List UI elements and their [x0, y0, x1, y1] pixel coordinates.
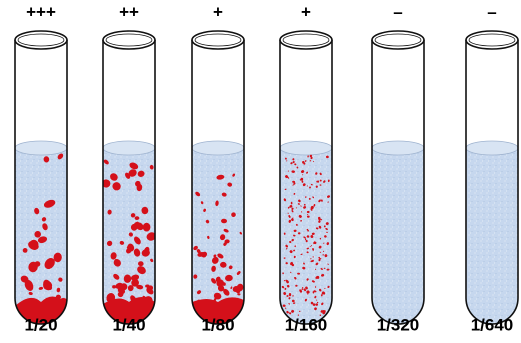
particle	[324, 225, 326, 227]
reaction-label: +++	[26, 2, 56, 21]
dilution-label: 1/160	[285, 315, 328, 334]
test-tube: +1/160	[280, 2, 332, 334]
test-tube: +++ 1/20	[15, 2, 71, 334]
reaction-label: ++	[119, 2, 139, 21]
dilution-label: 1/640	[471, 315, 514, 334]
liquid-surface	[280, 141, 332, 155]
particle	[143, 223, 151, 232]
liquid-surface	[466, 141, 518, 155]
particle	[321, 294, 323, 296]
test-tube: +1/80	[192, 2, 244, 334]
reaction-label: +	[301, 2, 311, 21]
reaction-label: +	[213, 2, 223, 21]
liquid-surface	[15, 141, 67, 155]
dilution-label: 1/40	[112, 315, 145, 334]
test-tube: ++ 1/40	[101, 2, 157, 334]
liquid-surface	[372, 141, 424, 155]
dilution-label: 1/20	[24, 315, 57, 334]
test-tube: – 1/320	[372, 2, 424, 334]
liquid-surface	[192, 141, 244, 155]
dilution-label: 1/320	[377, 315, 420, 334]
liquid-surface	[103, 141, 155, 155]
particle	[328, 317, 330, 319]
reaction-label: –	[393, 2, 402, 21]
agglutination-diagram: +++1/20++1/40+1/80+1/160–1/320–1/640	[0, 0, 521, 343]
particle	[292, 170, 295, 172]
liquid	[372, 148, 424, 324]
test-tube: – 1/640	[466, 2, 518, 334]
liquid	[466, 148, 518, 324]
reaction-label: –	[487, 2, 496, 21]
dilution-label: 1/80	[201, 315, 234, 334]
particle	[307, 214, 308, 215]
particle	[305, 238, 306, 240]
